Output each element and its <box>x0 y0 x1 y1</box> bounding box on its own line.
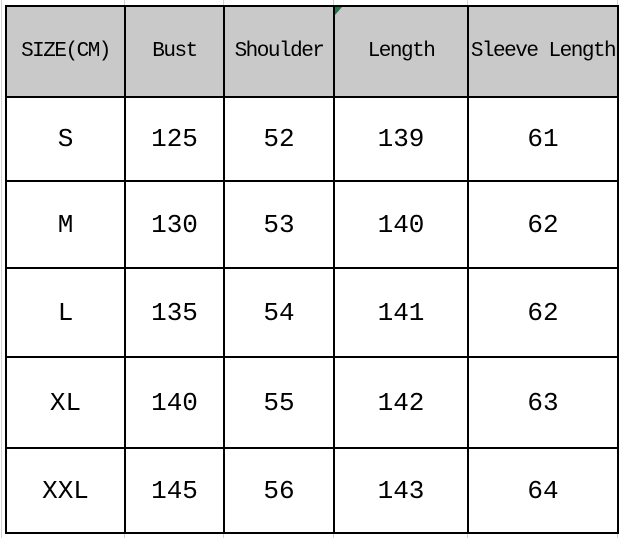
length-cell: 139 <box>333 96 469 182</box>
gridline-stub <box>333 0 334 5</box>
sleeve-length-cell: 62 <box>467 180 619 269</box>
table-row: XL 140 55 142 63 <box>5 356 619 449</box>
table-row: XXL 145 56 143 64 <box>5 447 619 534</box>
gridline-stub <box>124 532 125 538</box>
gridline-stub <box>1 532 2 538</box>
header-cell-bust: Bust <box>124 5 225 98</box>
header-cell-sleeve-length: Sleeve Length <box>467 5 619 98</box>
bust-cell: 130 <box>124 180 225 269</box>
table-row: S 125 52 139 61 <box>5 96 619 182</box>
size-label-cell: L <box>5 267 126 358</box>
header-cell-shoulder: Shoulder <box>223 5 335 98</box>
length-cell: 141 <box>333 267 469 358</box>
sleeve-length-cell: 61 <box>467 96 619 182</box>
length-cell: 142 <box>333 356 469 449</box>
size-chart-table: SIZE(CM) Bust Shoulder Length Sleeve Len… <box>5 5 619 534</box>
bust-cell: 125 <box>124 96 225 182</box>
gridline-stub <box>467 532 468 538</box>
length-cell: 140 <box>333 180 469 269</box>
gridline-stub <box>223 0 224 5</box>
sleeve-length-cell: 62 <box>467 267 619 358</box>
gridline-stub <box>333 532 334 538</box>
gridline-stub <box>617 0 618 5</box>
header-cell-size: SIZE(CM) <box>5 5 126 98</box>
size-label-cell: S <box>5 96 126 182</box>
length-cell: 143 <box>333 447 469 534</box>
gridline-stub <box>617 532 618 538</box>
gridline-left <box>1 0 2 538</box>
bust-cell: 140 <box>124 356 225 449</box>
sleeve-length-cell: 63 <box>467 356 619 449</box>
gridline-stub <box>467 0 468 5</box>
gridline-stub <box>223 532 224 538</box>
size-label-cell: XL <box>5 356 126 449</box>
header-cell-length-label: Length <box>367 40 436 63</box>
shoulder-cell: 56 <box>223 447 335 534</box>
shoulder-cell: 54 <box>223 267 335 358</box>
header-row: SIZE(CM) Bust Shoulder Length Sleeve Len… <box>5 5 619 98</box>
shoulder-cell: 55 <box>223 356 335 449</box>
gridline-stub <box>124 0 125 5</box>
table-row: L 135 54 141 62 <box>5 267 619 358</box>
bust-cell: 135 <box>124 267 225 358</box>
sleeve-length-cell: 64 <box>467 447 619 534</box>
size-label-cell: M <box>5 180 126 269</box>
bust-cell: 145 <box>124 447 225 534</box>
shoulder-cell: 52 <box>223 96 335 182</box>
shoulder-cell: 53 <box>223 180 335 269</box>
header-cell-length: Length <box>333 5 469 98</box>
table-row: M 130 53 140 62 <box>5 180 619 269</box>
size-label-cell: XXL <box>5 447 126 534</box>
cell-error-marker-icon <box>336 8 342 15</box>
